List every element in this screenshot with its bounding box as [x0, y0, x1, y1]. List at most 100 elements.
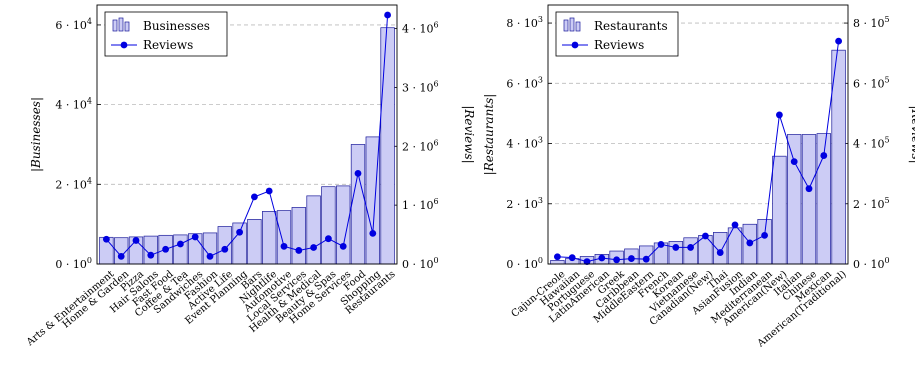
y2-axis-label: |Reviews| — [462, 105, 476, 163]
reviews-point — [776, 111, 783, 119]
reviews-point — [583, 258, 591, 265]
reviews-point — [702, 232, 709, 240]
reviews-point — [657, 241, 665, 248]
reviews-point — [325, 235, 332, 243]
y-tick-label: 4 · 104 — [55, 97, 92, 112]
bar — [757, 219, 772, 265]
reviews-point — [265, 187, 273, 195]
bar — [683, 237, 698, 265]
reviews-point — [339, 242, 347, 250]
y2-tick-label: 2 · 106 — [402, 138, 439, 153]
y2-tick-label: 4 · 105 — [853, 136, 890, 151]
reviews-point — [835, 37, 842, 45]
legend-marker — [120, 41, 128, 49]
y-tick-label: 4 · 103 — [506, 136, 543, 151]
bar — [217, 226, 232, 265]
y-tick-label: 8 · 103 — [506, 15, 543, 30]
plot-frame — [96, 4, 398, 265]
legend-box — [104, 11, 228, 57]
reviews-point — [642, 255, 650, 263]
y-tick-label: 2 · 104 — [55, 176, 92, 191]
y-axis-label: |Restaurants| — [482, 94, 496, 176]
reviews-point — [687, 244, 694, 251]
bar — [831, 49, 846, 265]
reviews-point — [746, 239, 754, 247]
reviews-point — [761, 231, 768, 239]
reviews-point — [820, 152, 828, 159]
legend-bar-swatch — [575, 21, 581, 32]
bar — [380, 27, 395, 265]
y2-tick-label: 3 · 106 — [402, 79, 439, 94]
reviews-point — [369, 229, 377, 237]
bar — [713, 232, 728, 265]
bar — [801, 134, 817, 265]
bar — [321, 186, 336, 265]
legend-box — [555, 11, 679, 57]
reviews-point — [384, 11, 391, 19]
reviews-point — [206, 252, 214, 260]
bar — [262, 211, 277, 265]
legend-label: Businesses — [143, 19, 210, 33]
y2-tick-label: 1 · 106 — [402, 197, 439, 212]
reviews-point — [598, 254, 606, 262]
reviews-point — [731, 221, 739, 229]
legend-bar-swatch — [112, 19, 118, 32]
reviews-point — [177, 240, 184, 248]
reviews-point — [191, 233, 199, 241]
bar — [787, 134, 802, 265]
reviews-point — [805, 185, 813, 193]
reviews-point — [554, 253, 561, 261]
bar — [306, 195, 321, 265]
bar — [291, 207, 306, 265]
chart-panel-1: 0 · 100 2 · 104 4 · 104 6 · 104 0 · 100 1 · 1… — [24, 4, 476, 349]
y-tick-label: 6 · 104 — [55, 17, 92, 32]
reviews-point — [354, 169, 362, 177]
y-tick-label: 6 · 103 — [506, 75, 543, 90]
legend-bar-swatch — [124, 21, 130, 32]
y2-tick-label: 4 · 106 — [402, 21, 439, 36]
reviews-point — [251, 193, 258, 201]
y-tick-label: 0 · 100 — [506, 256, 543, 271]
legend: Restaurants Reviews — [555, 11, 679, 57]
y-axis-label: |Businesses| — [29, 97, 43, 172]
legend-label: Reviews — [143, 38, 193, 52]
reviews-point — [613, 256, 620, 264]
y-tick-label: 2 · 103 — [506, 196, 543, 211]
reviews-point — [103, 235, 110, 243]
reviews-point — [147, 251, 155, 259]
y2-tick-label: 6 · 105 — [853, 75, 890, 90]
reviews-point — [117, 252, 125, 260]
reviews-point — [221, 245, 229, 253]
legend-marker — [571, 41, 579, 49]
plot-frame — [547, 4, 849, 265]
y2-tick-label: 0 · 100 — [402, 256, 439, 271]
bar — [173, 234, 188, 265]
chart-panel-2: 0 · 100 2 · 103 4 · 103 6 · 103 8 · 103 0 · 1… — [482, 4, 915, 350]
reviews-point — [162, 245, 170, 253]
bar — [247, 219, 262, 265]
y2-tick-label: 8 · 105 — [853, 15, 890, 30]
reviews-point — [132, 237, 140, 244]
reviews-point — [568, 254, 576, 262]
bar — [350, 144, 366, 265]
reviews-point — [280, 242, 288, 250]
legend-bar-swatch — [563, 19, 569, 32]
reviews-point — [310, 244, 317, 251]
category-label: Arts & Entertainment — [24, 269, 116, 349]
y2-tick-label: 0 · 100 — [853, 256, 890, 271]
legend-bar-swatch — [118, 17, 124, 32]
y2-axis-label: |Reviews| — [909, 105, 915, 163]
reviews-point — [716, 249, 724, 256]
reviews-point — [672, 244, 680, 251]
reviews-point — [790, 158, 798, 166]
reviews-point — [236, 228, 244, 236]
y-tick-label: 0 · 100 — [55, 256, 92, 271]
bar — [276, 210, 292, 265]
bar — [550, 260, 565, 265]
y2-tick-label: 2 · 105 — [853, 196, 890, 211]
reviews-point — [295, 247, 303, 254]
legend-label: Reviews — [594, 38, 644, 52]
legend-bar-swatch — [569, 17, 575, 32]
bar — [772, 155, 787, 265]
